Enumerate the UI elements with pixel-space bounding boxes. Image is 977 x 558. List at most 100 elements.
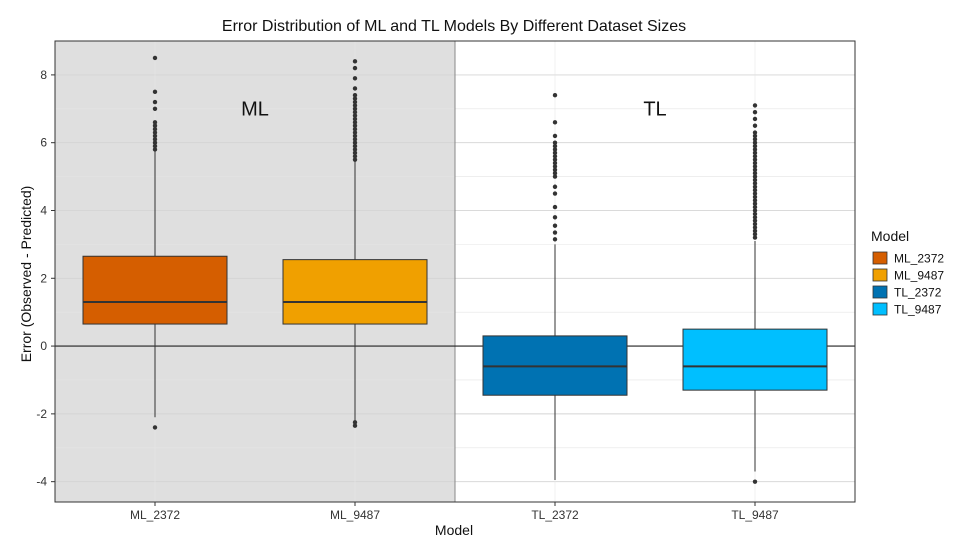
- outlier-point: [752, 177, 758, 183]
- outlier-point: [752, 147, 758, 152]
- outlier-point: [752, 187, 758, 193]
- outlier-point: [352, 123, 358, 128]
- x-tick-label: TL_2372: [531, 508, 579, 522]
- outlier-point: [152, 106, 158, 111]
- outlier-point: [352, 113, 358, 118]
- outlier-point: [152, 120, 158, 125]
- legend-swatch: [872, 268, 888, 282]
- outlier-point: [752, 235, 758, 240]
- x-tick-label: ML_2372: [130, 508, 180, 522]
- outlier-point: [552, 133, 558, 139]
- panel-background: [455, 41, 855, 502]
- outlier-point: [752, 184, 758, 189]
- outlier-point: [752, 167, 758, 173]
- outlier-point: [752, 208, 758, 213]
- outlier-point: [352, 59, 358, 64]
- legend-label: ML_2372: [894, 252, 944, 266]
- outlier-point: [752, 170, 758, 176]
- outlier-point: [352, 150, 358, 156]
- outlier-point: [752, 211, 758, 217]
- outlier-point: [352, 147, 358, 152]
- outlier-point: [552, 167, 558, 173]
- outlier-point: [352, 157, 358, 162]
- box-iqr: [282, 259, 428, 325]
- box-iqr: [82, 255, 228, 325]
- legend-swatch: [872, 285, 888, 299]
- outlier-point: [552, 230, 558, 235]
- outlier-point: [752, 116, 758, 122]
- outlier-point: [352, 140, 358, 145]
- outlier-point: [352, 137, 358, 142]
- y-tick-label: 0: [40, 339, 47, 353]
- outlier-point: [352, 423, 358, 428]
- outlier-point: [752, 150, 758, 156]
- outlier-point: [752, 130, 758, 135]
- box-ml-2372: [82, 55, 228, 430]
- outlier-point: [752, 164, 758, 169]
- outlier-point: [552, 157, 558, 162]
- panel-label: ML: [241, 99, 269, 121]
- outlier-point: [152, 137, 158, 142]
- outlier-point: [352, 130, 358, 135]
- outlier-point: [352, 86, 358, 91]
- outlier-point: [152, 126, 158, 132]
- outlier-point: [552, 223, 558, 228]
- x-axis-title: Model: [435, 522, 473, 538]
- box-iqr: [682, 328, 828, 391]
- legend-label: ML_9487: [894, 269, 944, 283]
- legend-label: TL_9487: [894, 303, 942, 317]
- outlier-point: [752, 181, 758, 186]
- outlier-point: [152, 425, 158, 430]
- outlier-point: [752, 228, 758, 234]
- outlier-point: [752, 194, 758, 200]
- legend-swatch: [872, 251, 888, 265]
- outlier-point: [752, 232, 758, 237]
- y-tick-label: 6: [40, 136, 47, 150]
- outlier-point: [552, 184, 558, 189]
- outlier-point: [752, 225, 758, 230]
- outlier-point: [352, 96, 358, 101]
- outlier-point: [552, 160, 558, 166]
- outlier-point: [752, 109, 758, 115]
- outlier-point: [352, 120, 358, 125]
- outlier-point: [352, 103, 358, 108]
- outlier-point: [552, 164, 558, 169]
- outlier-point: [552, 93, 558, 98]
- outlier-point: [352, 93, 358, 98]
- outlier-point: [752, 201, 758, 206]
- box-ml-9487: [282, 59, 428, 428]
- legend-title: Model: [871, 228, 909, 244]
- outlier-point: [552, 154, 558, 159]
- outlier-point: [752, 221, 758, 227]
- outlier-point: [552, 204, 558, 210]
- outlier-point: [352, 106, 358, 111]
- y-tick-label: 2: [40, 271, 47, 285]
- outlier-point: [552, 147, 558, 152]
- outlier-point: [352, 76, 358, 81]
- outlier-point: [752, 198, 758, 203]
- outlier-point: [352, 420, 358, 425]
- y-tick-label: 8: [40, 68, 47, 82]
- outlier-point: [152, 140, 158, 145]
- x-tick-label: ML_9487: [330, 508, 380, 522]
- legend-label: TL_2372: [894, 286, 942, 300]
- y-tick-label: -2: [36, 407, 47, 421]
- y-axis-title: Error (Observed - Predicted): [18, 186, 34, 363]
- outlier-point: [552, 120, 558, 125]
- plot-area: ML TL -4 -2 0 2 4 6 8 ML_2372 ML_9487 TL_2372 TL_948…: [36, 40, 856, 522]
- outlier-point: [152, 123, 158, 128]
- y-tick-label: 4: [40, 203, 47, 217]
- outlier-point: [552, 215, 558, 220]
- outlier-point: [752, 160, 758, 166]
- legend-swatch: [872, 302, 888, 316]
- outlier-point: [352, 116, 358, 122]
- outlier-point: [752, 215, 758, 220]
- outlier-point: [152, 147, 158, 152]
- outlier-point: [752, 103, 758, 108]
- outlier-point: [152, 133, 158, 139]
- outlier-point: [552, 170, 558, 176]
- outlier-point: [752, 479, 758, 484]
- outlier-point: [152, 99, 158, 105]
- outlier-point: [152, 143, 158, 149]
